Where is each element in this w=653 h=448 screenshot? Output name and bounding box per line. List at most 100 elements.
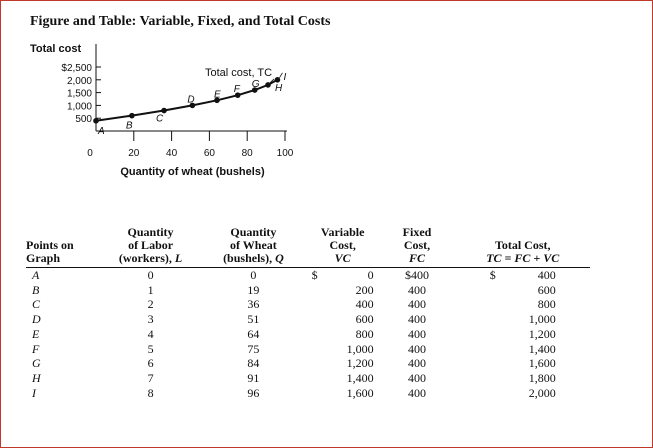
x-tick-label: 80 [242, 148, 254, 159]
table-row: H 7 91 1,400 400 1,800 [26, 371, 590, 386]
variable-cost-value: 1,200 [346, 356, 374, 371]
x-axis-label: Quantity of wheat (bushels) [120, 166, 265, 178]
cell-labor: 4 [147, 326, 154, 341]
total-cost-value: 1,800 [528, 370, 556, 385]
variable-cost-value: 800 [355, 326, 374, 341]
table-row: D 3 51 600 400 1,000 [26, 312, 590, 327]
cell-labor: 7 [147, 370, 154, 385]
total-cost-value: 1,600 [528, 356, 556, 371]
total-cost-value: 600 [537, 282, 556, 297]
table-row: I 8 96 1,600 400 2,000 [26, 386, 590, 401]
cell-wheat: 96 [247, 385, 260, 400]
cell-point: E [32, 326, 40, 341]
cell-variable-cost: 1,400 [307, 371, 379, 386]
table-header-row: Points on Graph Quantity of Labor (workers)… [26, 226, 590, 268]
total-cost-value: 1,200 [528, 326, 556, 341]
point-f [234, 92, 241, 98]
point-label-g: G [252, 79, 260, 90]
point-label-c: C [156, 114, 164, 125]
figure-title: Figure and Table: Variable, Fixed, and T… [30, 14, 331, 29]
cell-total-cost: 1,200 [455, 327, 590, 342]
table-body: A 0 0 $0 $400 $400 B 1 19 200 400 600 C 2 36 400 400 800 D… [26, 268, 590, 401]
cell-labor: 2 [147, 297, 154, 312]
cell-labor: 8 [147, 385, 154, 400]
leader-line-i [279, 72, 283, 79]
total-cost-value: 1,400 [528, 341, 556, 356]
variable-cost-value: 0 [367, 268, 374, 282]
cell-fixed-cost: 400 [408, 385, 426, 400]
cell-fixed-cost: 400 [408, 282, 426, 297]
point-label-i: I [283, 72, 286, 83]
cell-point: D [32, 312, 41, 327]
total-cost-value: 800 [537, 297, 556, 312]
cell-point: A [32, 268, 40, 282]
cell-labor: 1 [147, 282, 154, 297]
cell-labor: 0 [147, 268, 154, 282]
table-row: C 2 36 400 400 800 [26, 297, 590, 312]
y-tick-label: 1,500 [67, 89, 92, 100]
point-label-a: A [97, 126, 105, 137]
point-h [265, 82, 271, 88]
total-cost-value: 400 [537, 268, 556, 282]
point-label-e: E [214, 89, 221, 100]
cell-total-cost: $400 [455, 268, 590, 283]
cell-variable-cost: $0 [307, 268, 379, 283]
cell-fixed-cost: 400 [408, 356, 426, 371]
header-wheat: Quantity of Wheat (bushels), Q [200, 226, 307, 268]
cell-wheat: 84 [247, 356, 260, 371]
variable-cost-value: 200 [355, 282, 374, 297]
cell-variable-cost: 1,600 [307, 386, 379, 401]
point-label-f: F [234, 84, 241, 95]
cell-fixed-cost: 400 [408, 326, 426, 341]
cell-point: I [32, 385, 36, 400]
cell-total-cost: 1,000 [455, 312, 590, 327]
cell-total-cost: 600 [455, 283, 590, 298]
x-tick-label: 100 [277, 148, 294, 159]
cell-fixed-cost: 400 [408, 341, 426, 356]
table-row: E 4 64 800 400 1,200 [26, 327, 590, 342]
cell-labor: 3 [147, 312, 154, 327]
cell-wheat: 36 [247, 297, 260, 312]
point-label-h: H [275, 83, 283, 94]
cell-point: G [32, 356, 41, 371]
cost-table: Points on Graph Quantity of Labor (workers)… [26, 226, 590, 400]
currency-symbol: $ [489, 268, 496, 282]
total-cost-value: 1,000 [528, 312, 556, 327]
x-tick-label: 20 [128, 148, 140, 159]
currency-symbol: $ [311, 268, 318, 282]
cell-total-cost: 1,400 [455, 342, 590, 357]
cell-fixed-cost: 400 [408, 297, 426, 312]
point-g [251, 87, 258, 93]
cell-variable-cost: 600 [307, 312, 379, 327]
header-variable-cost: Variable Cost, VC [306, 226, 379, 268]
point-a [93, 117, 99, 124]
total-cost-value: 2,000 [528, 385, 556, 400]
cell-point: B [32, 282, 40, 297]
cell-total-cost: 1,600 [455, 356, 590, 371]
table-row: G 6 84 1,200 400 1,600 [26, 356, 590, 371]
header-points: Points on Graph [26, 226, 102, 268]
point-c [161, 107, 167, 114]
series-annotation: Total cost, TC [205, 67, 272, 79]
point-d [189, 102, 196, 109]
cell-point: C [32, 297, 41, 312]
variable-cost-value: 1,000 [346, 341, 374, 356]
cell-wheat: 51 [247, 312, 260, 327]
cell-wheat: 64 [247, 326, 260, 341]
header-total-cost: Total Cost, TC = FC + VC [455, 226, 590, 268]
y-tick-label: 500 [75, 114, 92, 125]
variable-cost-value: 1,400 [346, 370, 374, 385]
header-labor: Quantity of Labor (workers), L [101, 226, 201, 268]
x-tick-label: 0 [87, 148, 93, 159]
point-b [129, 112, 135, 119]
variable-cost-value: 1,600 [346, 385, 374, 400]
y-tick-label: 1,000 [67, 101, 92, 112]
y-axis-label: Total cost [30, 43, 81, 55]
cell-wheat: 0 [250, 268, 257, 282]
variable-cost-value: 400 [355, 297, 374, 312]
cell-wheat: 91 [247, 370, 260, 385]
point-label-b: B [126, 121, 133, 132]
y-tick-label: $2,500 [61, 63, 92, 74]
cell-variable-cost: 1,200 [307, 356, 379, 371]
